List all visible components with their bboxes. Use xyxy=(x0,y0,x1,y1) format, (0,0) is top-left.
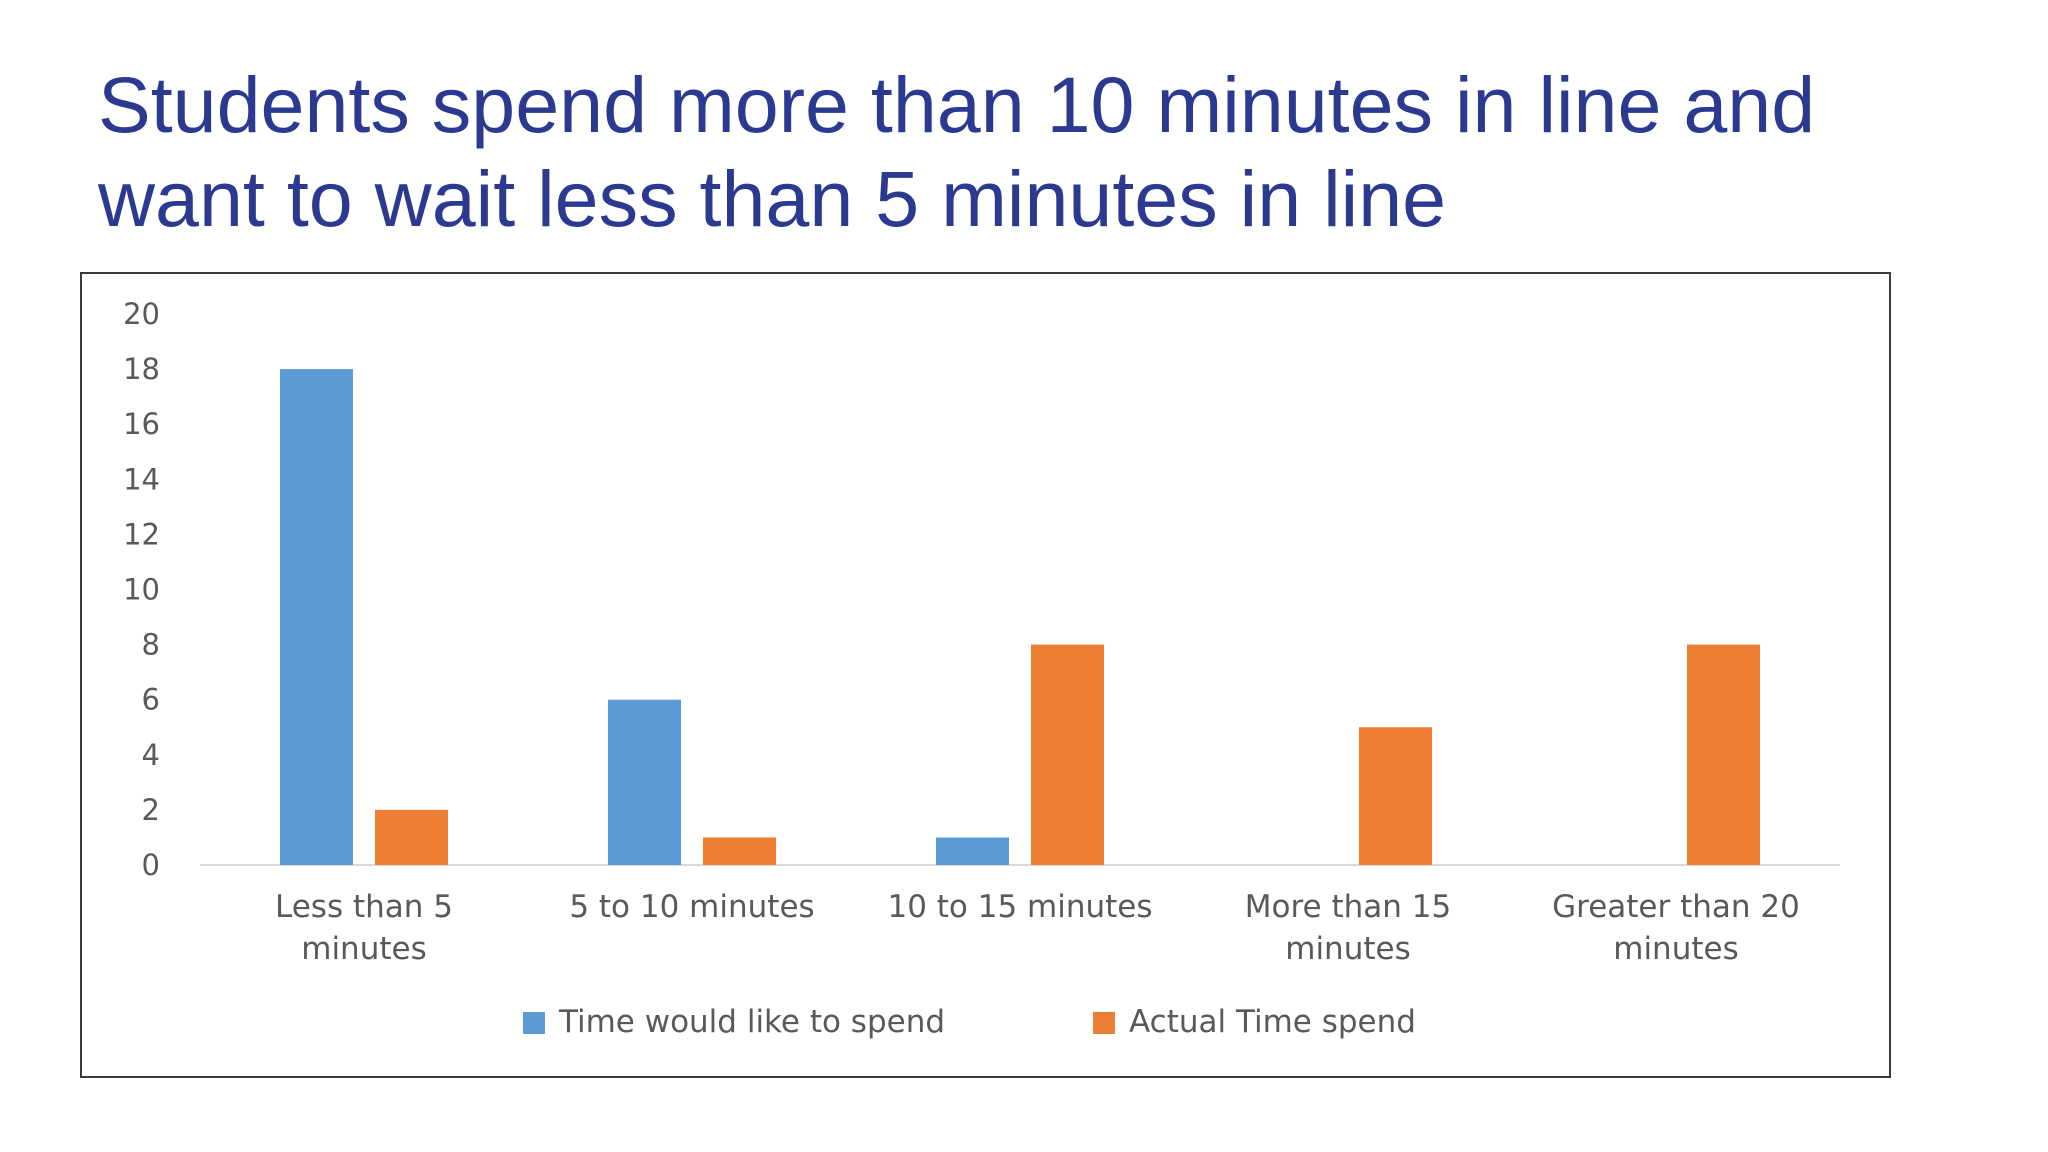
bar-actual-2 xyxy=(1031,644,1104,865)
legend-label: Time would like to spend xyxy=(558,1004,945,1040)
y-tick-label: 8 xyxy=(142,628,160,662)
legend-label: Actual Time spend xyxy=(1129,1004,1416,1040)
bar-would-like-2 xyxy=(936,837,1009,865)
bar-would-like-1 xyxy=(608,699,681,865)
y-tick-label: 20 xyxy=(123,297,160,331)
bar-actual-0 xyxy=(375,809,448,865)
y-tick-label: 16 xyxy=(123,407,160,441)
y-tick-label: 18 xyxy=(123,352,160,386)
y-tick-label: 10 xyxy=(123,573,160,607)
legend: Time would like to spend Actual Time spen… xyxy=(523,1004,1416,1040)
y-tick-label: 4 xyxy=(142,738,160,772)
category-label: Greater than 20 xyxy=(1552,889,1800,925)
bar-actual-4 xyxy=(1687,644,1760,865)
chart-frame xyxy=(80,272,1891,1078)
y-tick-label: 0 xyxy=(142,848,160,882)
category-label: Less than 5 xyxy=(275,889,453,925)
bar-actual-1 xyxy=(703,837,776,865)
bar-would-like-0 xyxy=(280,369,353,865)
category-label: minutes xyxy=(1613,931,1738,967)
legend-swatch xyxy=(1093,1012,1115,1034)
category-label: 5 to 10 minutes xyxy=(569,889,814,925)
category-label: 10 to 15 minutes xyxy=(887,889,1152,925)
y-tick-label: 2 xyxy=(142,793,160,827)
bars-group xyxy=(280,369,1760,865)
category-label: More than 15 xyxy=(1245,889,1451,925)
slide-title: Students spend more than 10 minutes in l… xyxy=(98,60,1816,243)
y-tick-label: 12 xyxy=(123,517,160,551)
category-label: minutes xyxy=(1285,931,1410,967)
y-tick-label: 6 xyxy=(142,683,160,717)
legend-swatch xyxy=(523,1012,545,1034)
category-label: minutes xyxy=(301,931,426,967)
y-axis-ticks: 0 2 4 6 8 10 12 14 16 18 20 xyxy=(123,297,160,882)
category-labels: Less than 5 minutes 5 to 10 minutes 10 to 1… xyxy=(275,889,1800,967)
y-tick-label: 14 xyxy=(123,462,160,496)
bar-actual-3 xyxy=(1359,727,1432,865)
